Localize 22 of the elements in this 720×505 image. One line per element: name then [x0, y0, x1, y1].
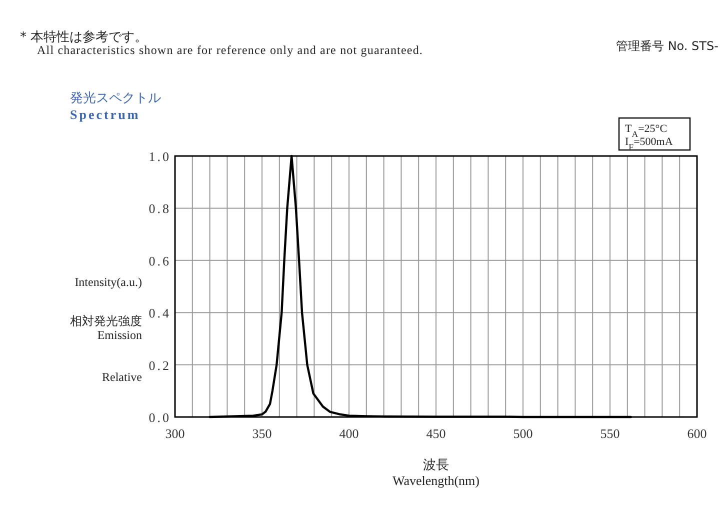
- x-tick-label: 350: [252, 426, 272, 441]
- y-tick-label: 0.4: [148, 306, 171, 321]
- y-tick-label: 0.2: [148, 358, 171, 373]
- text: T$_{A}$=25°C: [625, 123, 668, 139]
- text: I$_{F}$=500mA: [625, 136, 673, 152]
- x-tick-label: 400: [339, 426, 359, 441]
- y-tick-label: 0.6: [148, 253, 171, 268]
- chart-subtitle: Spectrum: [70, 107, 140, 122]
- y-tick-label: 0.0: [148, 410, 171, 425]
- x-tick-label: 500: [513, 426, 533, 441]
- x-tick-label: 600: [687, 426, 707, 441]
- text: 管理番号 No. STS-: [616, 39, 718, 53]
- chart-title: 発光スペクトル: [70, 91, 161, 106]
- x-tick-label: 450: [426, 426, 446, 441]
- text: Intensity(a.u.) 相対発光強度 Emission Relative: [70, 275, 142, 384]
- x-axis-title: 波長 Wavelength(nm): [392, 458, 480, 488]
- x-tick-label: 300: [165, 426, 185, 441]
- y-tick-label: 1.0: [148, 149, 171, 164]
- text: * 本特性は参考です。: [20, 30, 148, 45]
- x-tick-label: 550: [600, 426, 620, 441]
- y-tick-label: 0.8: [148, 201, 171, 216]
- text: All characteristics shown are for reference only and are not guaranteed.: [37, 43, 424, 57]
